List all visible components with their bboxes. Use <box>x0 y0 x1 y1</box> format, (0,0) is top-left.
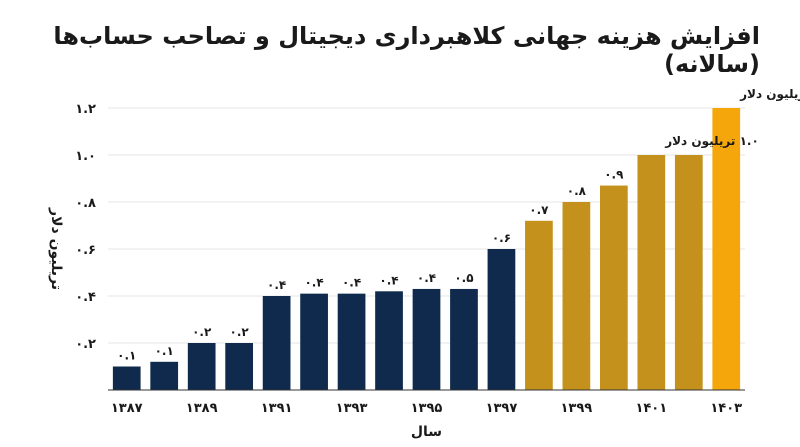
annotations: ۱.۰ تریلیون دلار ۱.۲ تریلیون دلار <box>664 87 800 149</box>
data-label: ۰.۷ <box>529 203 549 217</box>
chart-title: افزایش هزینه جهانی کلاهبرداری دیجیتال و … <box>53 22 760 78</box>
data-labels: ۰.۱ ۰.۱ ۰.۲ ۰.۲ ۰.۴ ۰.۴ ۰.۴ ۰.۴ ۰.۴ ۰.۵ ۰.۶ ۰.۷ ۰.۸ ۰… <box>117 168 624 363</box>
y-tick-label: ۰.۴ <box>75 290 96 305</box>
data-label: ۰.۴ <box>417 271 436 285</box>
data-label: ۰.۲ <box>192 325 212 339</box>
bar <box>674 155 703 390</box>
bar <box>112 366 141 390</box>
bar <box>450 288 478 390</box>
bar <box>712 108 741 390</box>
bars <box>112 108 741 390</box>
bar <box>187 343 216 390</box>
data-label: ۰.۶ <box>492 231 511 245</box>
data-label: ۰.۴ <box>267 278 286 292</box>
y-tick-label: ۰.۸ <box>75 196 96 211</box>
x-tick-label: ۱۳۹۳ <box>336 401 368 416</box>
x-tick-label: ۱۳۸۹ <box>186 401 218 416</box>
y-tick-label: ۱.۲ <box>75 102 96 117</box>
y-tick-label: ۱.۰ <box>75 149 96 164</box>
data-label: ۰.۴ <box>304 276 323 290</box>
bar <box>300 293 328 390</box>
x-tick-label: ۱۳۹۱ <box>261 401 293 416</box>
bar <box>262 296 291 390</box>
bar <box>225 343 254 390</box>
x-axis-title: سال <box>411 424 442 440</box>
x-tick-label: ۱۴۰۳ <box>710 401 742 416</box>
value-annotation: ۱.۰ تریلیون دلار <box>664 134 759 149</box>
bar <box>150 361 179 390</box>
data-label: ۰.۵ <box>454 271 473 285</box>
value-annotation: ۱.۲ تریلیون دلار <box>739 87 800 102</box>
x-tick-label: ۱۳۹۷ <box>486 401 518 416</box>
y-tick-label: ۰.۶ <box>75 243 96 258</box>
x-axis-ticks: ۱۳۸۷ ۱۳۸۹ ۱۳۹۱ ۱۳۹۳ ۱۳۹۵ ۱۳۹۷ ۱۳۹۹ ۱۴۰۱ ۱۴۰۳ <box>111 401 742 416</box>
data-label: ۰.۲ <box>230 325 250 339</box>
y-tick-label: ۰.۲ <box>75 337 96 352</box>
bar <box>599 185 628 390</box>
bar <box>562 202 591 390</box>
bar <box>412 288 441 390</box>
bar <box>375 291 403 390</box>
y-axis-title: تریلیون دلار <box>48 207 64 290</box>
data-label: ۰.۴ <box>342 276 361 290</box>
bar <box>487 249 516 390</box>
bar <box>337 293 366 390</box>
data-label: ۰.۸ <box>567 184 587 198</box>
x-tick-label: ۱۳۹۵ <box>411 401 443 416</box>
x-tick-label: ۱۳۹۹ <box>561 401 593 416</box>
x-tick-label: ۱۴۰۱ <box>635 401 667 416</box>
bar <box>525 220 553 390</box>
data-label: ۰.۱ <box>155 344 174 358</box>
y-axis-ticks: ۰.۲ ۰.۴ ۰.۶ ۰.۸ ۱.۰ ۱.۲ <box>75 102 96 352</box>
data-label: ۰.۴ <box>379 273 398 287</box>
data-label: ۰.۱ <box>117 349 136 363</box>
x-tick-label: ۱۳۸۷ <box>111 401 143 416</box>
bar <box>637 155 666 390</box>
data-label: ۰.۹ <box>604 168 624 182</box>
